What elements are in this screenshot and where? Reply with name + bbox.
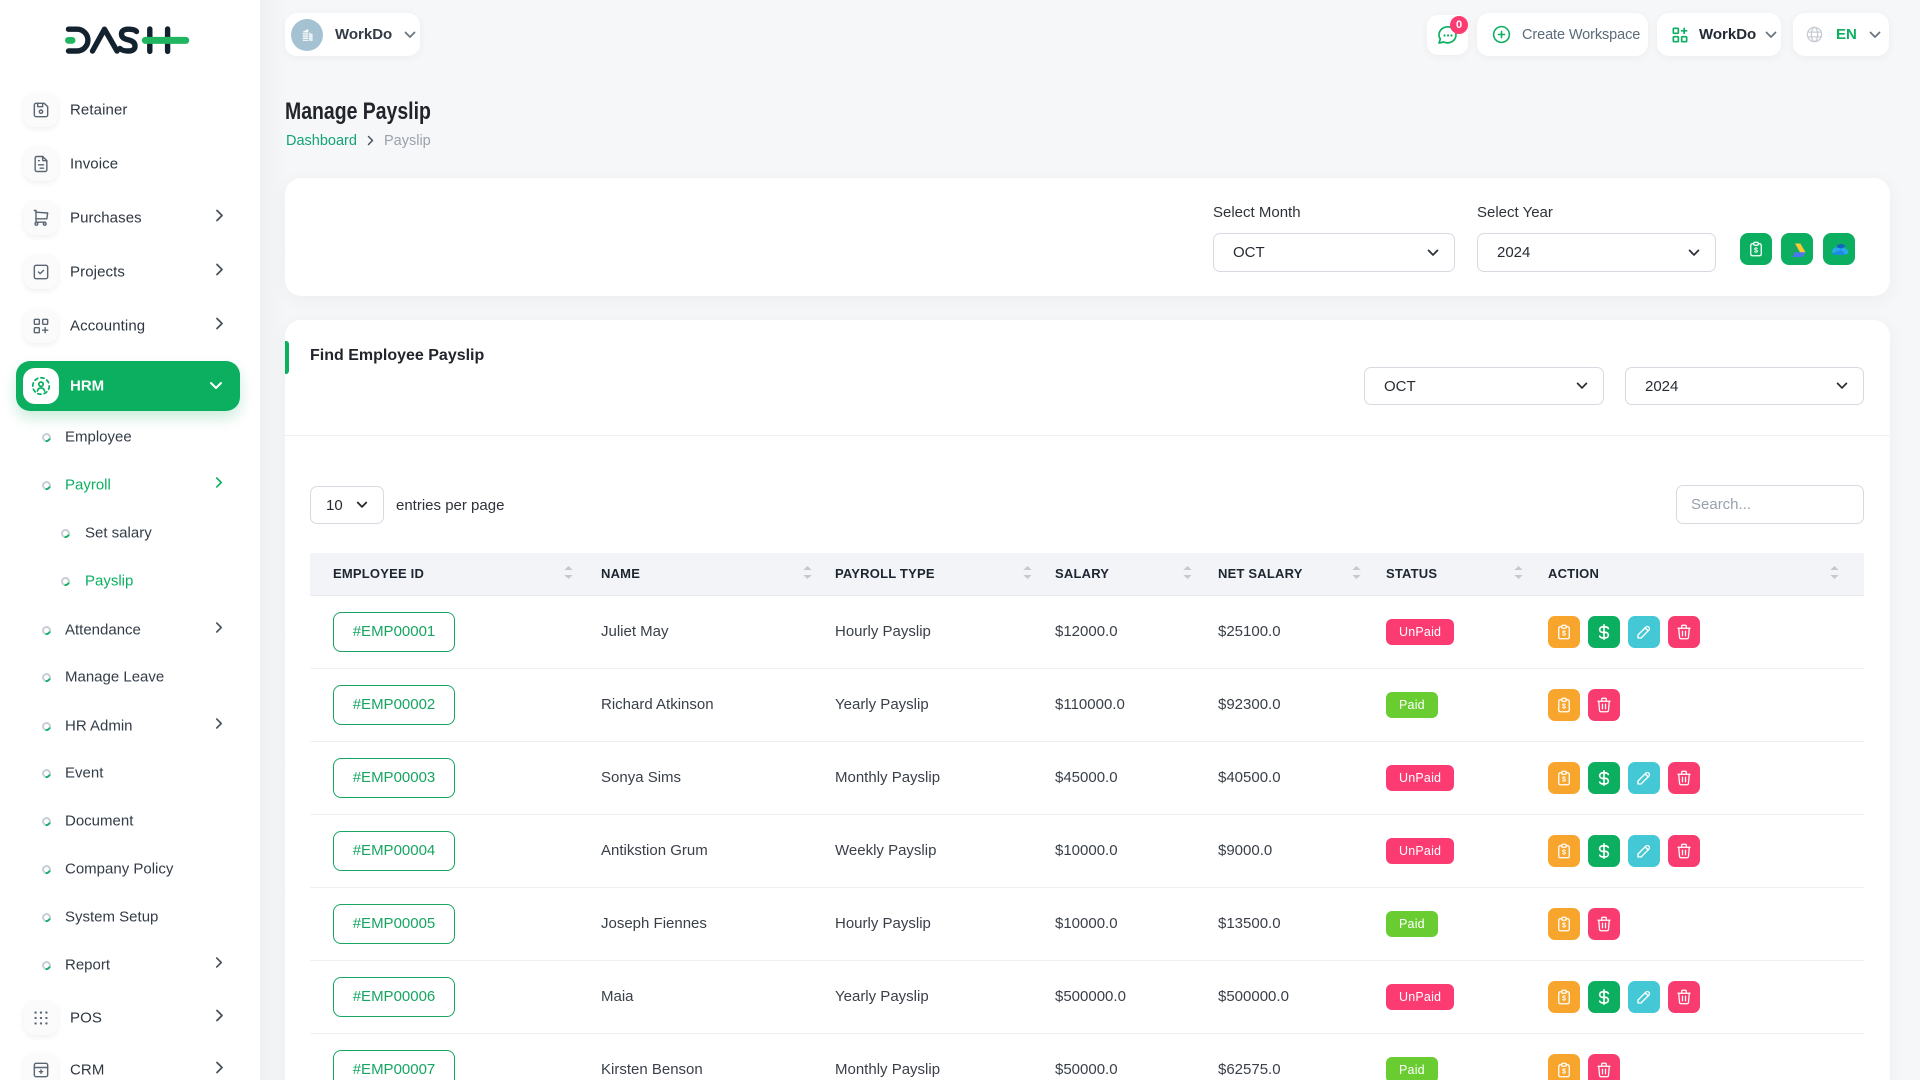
- svg-text:$: $: [1562, 848, 1566, 856]
- svg-text:$: $: [1562, 702, 1566, 710]
- svg-text:$: $: [1754, 246, 1758, 254]
- svg-text:$: $: [1562, 629, 1566, 637]
- svg-text:$: $: [1562, 775, 1566, 783]
- svg-text:$: $: [1562, 994, 1566, 1002]
- svg-text:$: $: [1562, 921, 1566, 929]
- svg-text:$: $: [1562, 1067, 1566, 1075]
